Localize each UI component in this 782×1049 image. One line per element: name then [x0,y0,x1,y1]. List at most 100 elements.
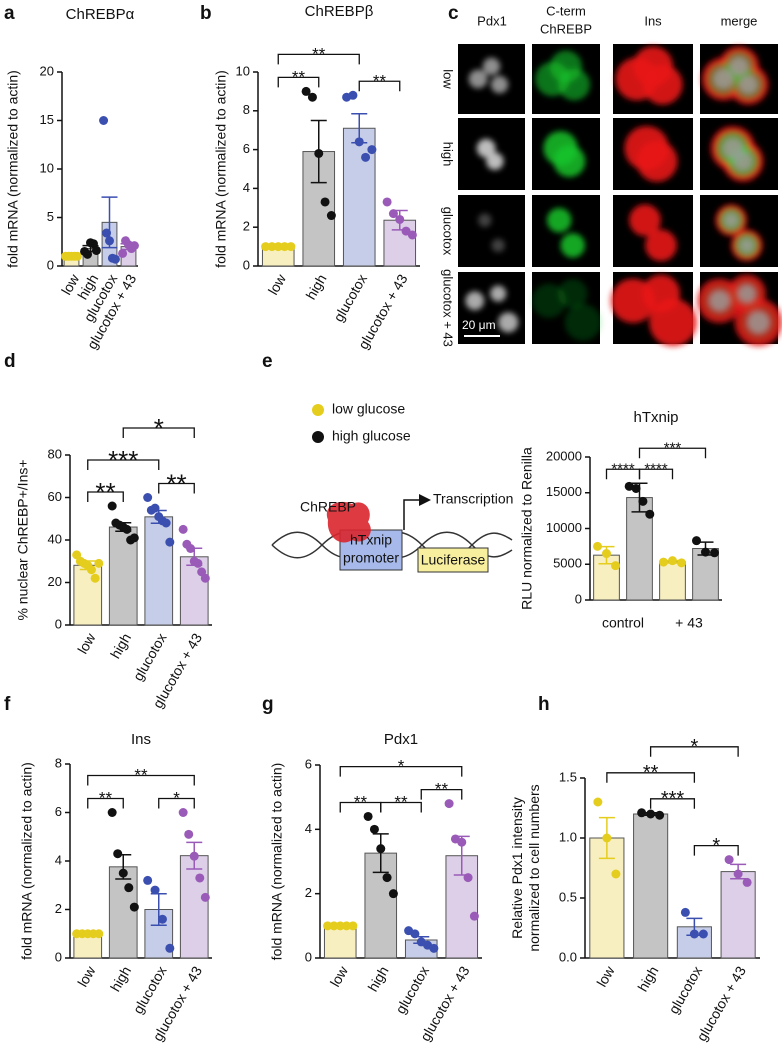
row-label: low [441,69,456,89]
data-point [280,242,290,252]
micrograph-cell [458,195,525,267]
cell-blob [476,138,496,158]
x-tick-label: glucotox [130,963,170,1016]
micrograph-cell [700,44,778,114]
data-point [124,883,134,893]
protein-label: ChREBP [300,499,356,515]
cell-blob [713,69,734,89]
cell-background [458,195,525,267]
significance-bracket [638,447,707,459]
cell-content [697,274,782,347]
error-bar [598,816,615,860]
y-tick-label: 10 [40,160,54,175]
data-point [129,902,139,912]
x-tick-label: glucotox [665,963,705,1016]
panel-letter: h [538,694,550,715]
data-point [320,197,330,207]
significance-bracket [158,482,195,494]
panel-letter: e [262,351,273,372]
significance-label: **** [644,461,668,478]
significance-bracket [277,53,360,65]
micrograph-cell [532,195,600,267]
data-point [90,573,100,583]
y-tick-label: 0 [243,257,250,272]
data-point [99,116,109,125]
data-point [369,824,379,834]
micrograph-cell [458,118,525,190]
significance-label: ** [312,45,326,64]
data-point [150,885,160,895]
significance-bracket [87,459,160,470]
y-tick-label: 1.5 [559,769,577,784]
cell-blob [739,238,754,253]
data-point [593,797,603,807]
error-bar [642,812,659,816]
micrograph-cell [531,272,602,344]
data-point [348,90,358,100]
cell-blob [498,312,519,333]
y-axis-label: fold mRNA (normalized to actin) [213,70,229,268]
legend-swatch [312,431,324,443]
data-point [307,92,317,102]
data-point [611,869,621,879]
significance-bracket [649,746,739,757]
error-bar [115,853,132,880]
error-bar [413,936,430,944]
x-tick-label: low [74,630,99,657]
x-tick-label: high [107,630,134,661]
y-tick-label: 6 [243,141,250,156]
reporter-box [417,547,489,573]
significance-label: * [173,789,180,808]
y-axis-label: RLU normalized to Renilla [519,447,535,610]
y-tick-label: 0 [305,949,312,964]
chart-title: hTxnip [633,409,678,426]
data-point [611,561,620,571]
data-point [91,245,101,255]
cell-blob [645,229,677,262]
x-tick-label: low [327,963,352,990]
x-group-label: control [602,615,644,631]
data-point [724,855,734,865]
y-tick-label: 2 [243,219,250,234]
error-bar [186,841,203,870]
significance-bracket [606,772,696,783]
y-tick-label: 20000 [546,448,582,463]
y-tick-label: 1.0 [559,829,577,844]
y-tick-label: 20 [48,574,62,589]
data-point [363,811,373,821]
y-axis-label: % nuclear ChREBP+/Ins+ [15,459,31,620]
data-point [429,943,439,953]
y-axis-label: fold mRNA (normalized to actin) [269,763,285,961]
y-tick-label: 80 [48,446,62,461]
y-tick-label: 40 [48,531,62,546]
y-tick-label: 6 [55,804,62,819]
cell-blob [747,311,770,334]
cell-content [624,126,678,182]
x-tick-label: high [364,963,391,994]
data-point [110,254,120,264]
y-tick-label: 6 [305,756,312,771]
data-point [178,808,188,817]
data-point [361,152,371,162]
data-point [113,849,123,859]
error-bar [82,244,99,253]
x-group-label: + 43 [675,615,703,631]
data-point [388,209,398,219]
data-point [195,873,205,883]
column-header: ChREBP [540,21,592,36]
data-point [118,248,128,258]
micrograph-cell [613,118,693,190]
error-bar [730,863,747,880]
significance-bracket [122,427,195,438]
micrograph-cell [697,272,782,347]
data-point [200,892,210,902]
cell-blob [486,152,504,170]
y-tick-label: 0 [575,591,582,606]
promoter-label: hTxnip [350,532,392,548]
arrow-label: Transcription [433,491,513,507]
error-bar [63,255,80,258]
bar [108,866,138,959]
cell-blob [733,151,753,171]
y-axis-label: fold mRNA (normalized to actin) [19,762,35,960]
